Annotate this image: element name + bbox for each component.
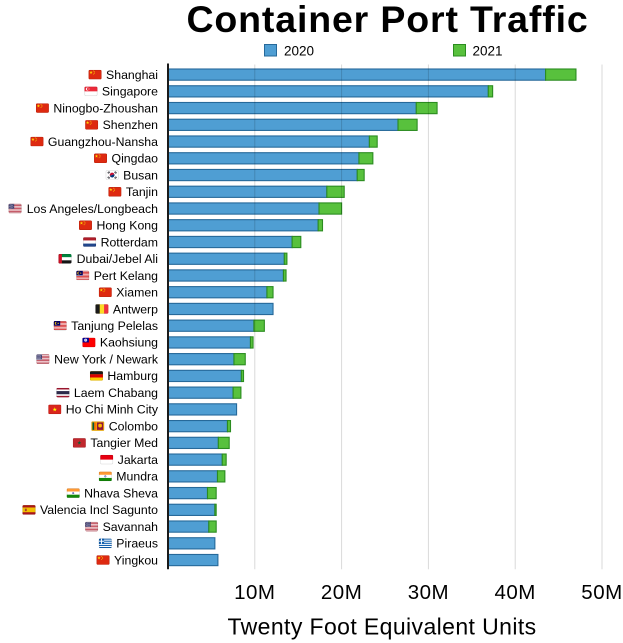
svg-text:Xiamen: Xiamen [116, 286, 158, 300]
svg-text:Qingdao: Qingdao [112, 152, 159, 166]
svg-text:Los Angeles/Longbeach: Los Angeles/Longbeach [27, 202, 158, 216]
svg-text:Tangier Med: Tangier Med [90, 436, 158, 450]
svg-text:Shenzhen: Shenzhen [103, 118, 159, 132]
svg-text:Busan: Busan [123, 168, 158, 182]
svg-text:New York / Newark: New York / Newark [54, 352, 159, 366]
svg-text:Twenty Foot Equivalent Units: Twenty Foot Equivalent Units [227, 614, 536, 640]
svg-text:Colombo: Colombo [109, 419, 158, 433]
svg-text:Container Port Traffic: Container Port Traffic [186, 0, 588, 40]
svg-text:20M: 20M [321, 581, 362, 604]
svg-text:Dubai/Jebel Ali: Dubai/Jebel Ali [77, 252, 158, 266]
svg-text:Piraeus: Piraeus [116, 537, 158, 551]
svg-text:Antwerp: Antwerp [113, 302, 158, 316]
svg-text:Yingkou: Yingkou [114, 553, 158, 567]
svg-text:Hong Kong: Hong Kong [96, 219, 158, 233]
svg-text:Rotterdam: Rotterdam [101, 235, 158, 249]
svg-text:Tanjung Pelelas: Tanjung Pelelas [71, 319, 158, 333]
svg-text:2021: 2021 [473, 43, 503, 58]
svg-text:Ho Chi Minh City: Ho Chi Minh City [66, 403, 159, 417]
svg-text:Laem Chabang: Laem Chabang [74, 386, 158, 400]
svg-text:Nhava Sheva: Nhava Sheva [84, 486, 158, 500]
svg-text:2020: 2020 [284, 43, 314, 58]
svg-text:Savannah: Savannah [103, 520, 159, 534]
svg-text:Hamburg: Hamburg [107, 369, 158, 383]
svg-text:Singapore: Singapore [102, 85, 158, 99]
svg-text:Shanghai: Shanghai [106, 68, 158, 82]
svg-text:Guangzhou-Nansha: Guangzhou-Nansha [48, 135, 158, 149]
svg-text:Ninogbo-Zhoushan: Ninogbo-Zhoushan [53, 101, 158, 115]
svg-text:40M: 40M [495, 581, 536, 604]
svg-text:10M: 10M [234, 581, 275, 604]
svg-text:Mundra: Mundra [116, 470, 158, 484]
svg-text:Pert Kelang: Pert Kelang [94, 269, 158, 283]
svg-text:Valencia Incl Sagunto: Valencia Incl Sagunto [40, 503, 158, 517]
svg-text:Jakarta: Jakarta [118, 453, 158, 467]
svg-text:30M: 30M [408, 581, 449, 604]
svg-text:Kaohsiung: Kaohsiung [100, 336, 158, 350]
svg-text:50M: 50M [581, 581, 622, 604]
svg-text:Tanjin: Tanjin [126, 185, 158, 199]
